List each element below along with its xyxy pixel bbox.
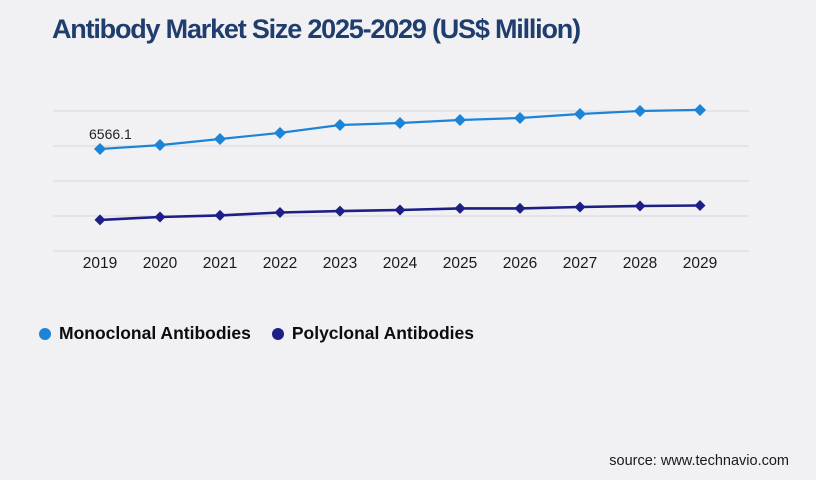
data-point-marker xyxy=(154,211,166,223)
data-point-marker xyxy=(694,103,706,116)
data-point-marker xyxy=(574,201,586,213)
x-axis-tick-label: 2020 xyxy=(143,255,178,272)
data-point-marker xyxy=(394,116,406,129)
data-point-marker xyxy=(634,105,646,118)
series-line-monoclonal xyxy=(99,108,701,151)
legend-label-monoclonal: Monoclonal Antibodies xyxy=(59,323,251,343)
legend-label-polyclonal: Polyclonal Antibodies xyxy=(291,323,474,343)
data-point-marker xyxy=(514,202,526,214)
data-point-marker xyxy=(214,209,226,221)
data-point-marker xyxy=(154,139,166,152)
x-axis-tick-label: 2029 xyxy=(683,255,717,272)
x-axis-tick-label: 2023 xyxy=(323,255,357,272)
data-point-marker xyxy=(334,119,346,132)
legend-item-polyclonal: Polyclonal Antibodies xyxy=(271,323,474,344)
legend-item-monoclonal: Monoclonal Antibodies xyxy=(39,323,251,344)
data-point-marker xyxy=(634,200,646,212)
x-axis-tick-label: 2026 xyxy=(503,255,537,272)
x-axis-tick-label: 2028 xyxy=(623,255,657,272)
chart-title: Antibody Market Size 2025-2029 (US$ Mill… xyxy=(52,14,581,44)
x-axis-tick-label: 2022 xyxy=(263,255,297,272)
data-point-marker xyxy=(454,202,466,214)
data-point-marker xyxy=(334,205,346,217)
source-attribution: source: www.technavio.com xyxy=(609,453,789,469)
x-axis-tick-label: 2021 xyxy=(203,255,237,272)
x-axis-tick-label: 2024 xyxy=(383,255,418,272)
data-point-marker xyxy=(454,114,466,127)
data-point-marker xyxy=(694,199,706,211)
data-point-marker xyxy=(94,143,106,155)
x-axis-tick-label: 2019 xyxy=(83,255,117,272)
data-point-marker xyxy=(274,126,286,139)
data-point-marker xyxy=(574,107,586,120)
data-point-marker xyxy=(214,132,226,145)
data-point-marker xyxy=(94,214,106,226)
monoclonal-marker-icon xyxy=(39,327,51,340)
data-point-marker xyxy=(394,204,406,216)
data-point-marker xyxy=(274,206,286,218)
data-point-marker xyxy=(514,112,526,125)
x-axis-tick-label: 2025 xyxy=(443,255,477,272)
x-axis-tick-label: 2027 xyxy=(563,255,597,272)
polyclonal-marker-icon xyxy=(271,327,284,340)
data-point-label: 6566.1 xyxy=(89,126,132,142)
legend: Monoclonal Antibodies Polyclonal Antibod… xyxy=(39,323,495,344)
